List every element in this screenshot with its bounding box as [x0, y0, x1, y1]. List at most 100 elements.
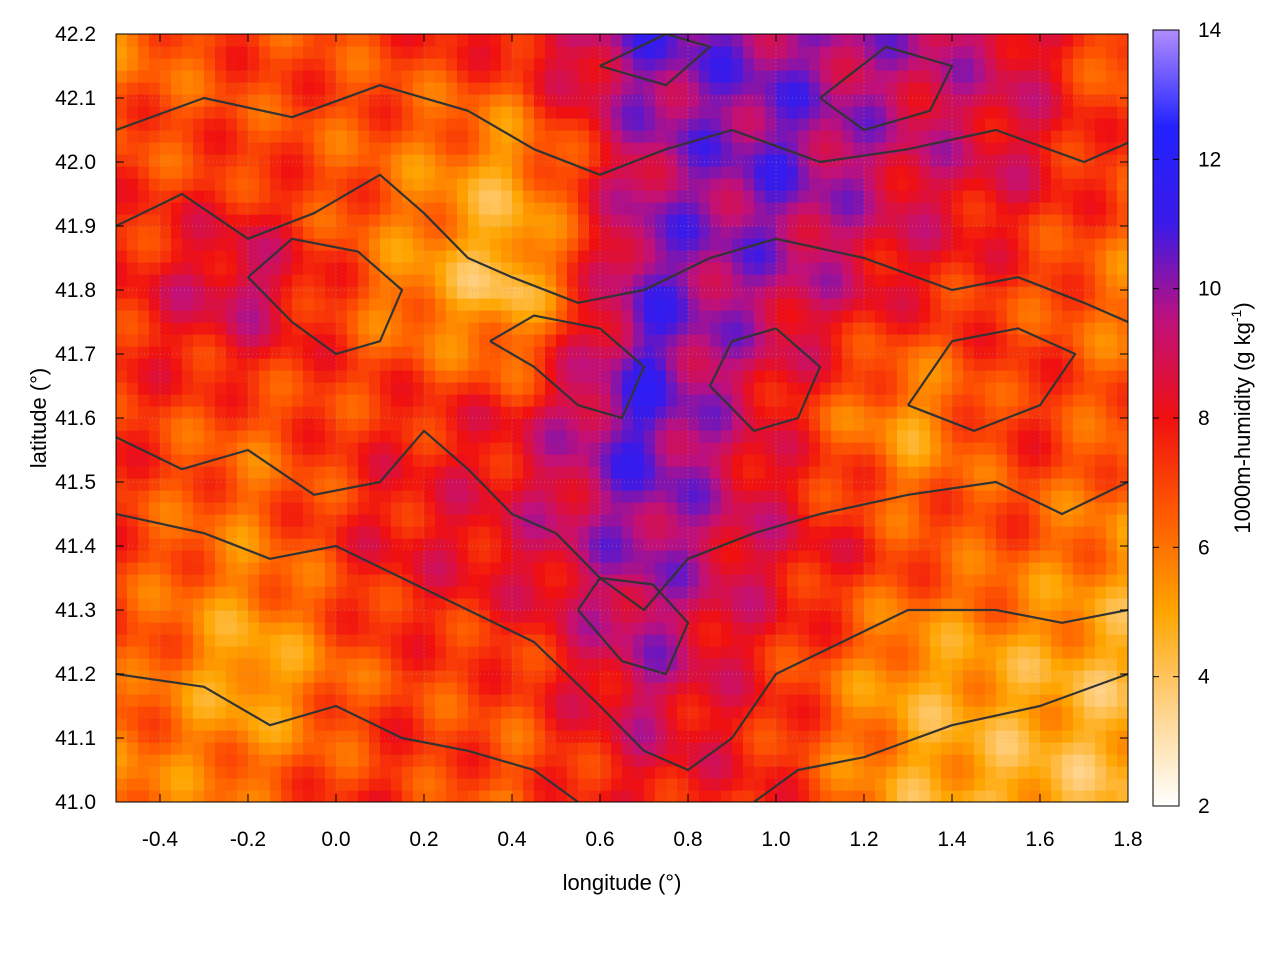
heatmap-cell: [204, 466, 216, 479]
heatmap-cell: [116, 154, 128, 167]
heatmap-cell: [292, 598, 304, 611]
heatmap-cell: [402, 754, 414, 767]
heatmap-cell: [292, 262, 304, 275]
heatmap-cell: [941, 682, 953, 695]
heatmap-cell: [886, 298, 898, 311]
heatmap-cell: [193, 682, 205, 695]
heatmap-cell: [578, 790, 590, 802]
heatmap-cell: [325, 598, 337, 611]
heatmap-cell: [589, 262, 601, 275]
heatmap-cell: [611, 586, 623, 599]
heatmap-cell: [358, 742, 370, 755]
heatmap-cell: [853, 478, 865, 491]
heatmap-cell: [237, 598, 249, 611]
heatmap-cell: [545, 778, 557, 791]
heatmap-cell: [534, 214, 546, 227]
heatmap-cell: [776, 226, 788, 239]
heatmap-cell: [116, 322, 128, 335]
heatmap-cell: [699, 202, 711, 215]
heatmap-cell: [1040, 646, 1052, 659]
heatmap-cell: [1095, 730, 1107, 743]
heatmap-cell: [710, 466, 722, 479]
heatmap-cell: [743, 622, 755, 635]
heatmap-cell: [941, 658, 953, 671]
heatmap-cell: [303, 562, 315, 575]
heatmap-cell: [556, 562, 568, 575]
heatmap-cell: [1084, 754, 1096, 767]
heatmap-cell: [996, 670, 1008, 683]
heatmap-cell: [941, 766, 953, 779]
heatmap-cell: [413, 550, 425, 563]
heatmap-cell: [644, 202, 656, 215]
heatmap-cell: [798, 646, 810, 659]
heatmap-cell: [336, 250, 348, 263]
heatmap-cell: [1018, 550, 1030, 563]
heatmap-cell: [842, 166, 854, 179]
heatmap-cell: [391, 430, 403, 443]
heatmap-cell: [369, 790, 381, 802]
heatmap-cell: [226, 490, 238, 503]
heatmap-cell: [479, 766, 491, 779]
heatmap-cell: [919, 562, 931, 575]
heatmap-cell: [468, 682, 480, 695]
heatmap-cell: [567, 238, 579, 251]
heatmap-cell: [996, 622, 1008, 635]
heatmap-cell: [1018, 502, 1030, 515]
heatmap-cell: [1007, 574, 1019, 587]
heatmap-cell: [1117, 442, 1128, 455]
heatmap-cell: [281, 178, 293, 191]
heatmap-cell: [655, 526, 667, 539]
heatmap-cell: [974, 382, 986, 395]
heatmap-cell: [391, 718, 403, 731]
heatmap-cell: [787, 406, 799, 419]
heatmap-cell: [644, 766, 656, 779]
heatmap-cell: [1029, 310, 1041, 323]
heatmap-cell: [369, 274, 381, 287]
heatmap-cell: [699, 166, 711, 179]
heatmap-cell: [424, 274, 436, 287]
heatmap-cell: [710, 478, 722, 491]
heatmap-cell: [270, 358, 282, 371]
heatmap-cell: [248, 202, 260, 215]
heatmap-cell: [809, 430, 821, 443]
heatmap-cell: [941, 274, 953, 287]
heatmap-cell: [963, 670, 975, 683]
heatmap-cell: [864, 754, 876, 767]
heatmap-cell: [787, 478, 799, 491]
heatmap-cell: [732, 490, 744, 503]
heatmap-cell: [226, 502, 238, 515]
heatmap-cell: [809, 382, 821, 395]
heatmap-cell: [743, 550, 755, 563]
heatmap-cell: [589, 298, 601, 311]
heatmap-cell: [358, 526, 370, 539]
heatmap-cell: [237, 754, 249, 767]
heatmap-cell: [314, 226, 326, 239]
heatmap-cell: [974, 502, 986, 515]
heatmap-cell: [215, 694, 227, 707]
heatmap-cell: [1029, 466, 1041, 479]
heatmap-cell: [490, 298, 502, 311]
heatmap-cell: [842, 370, 854, 383]
heatmap-cell: [402, 706, 414, 719]
heatmap-cell: [325, 430, 337, 443]
heatmap-cell: [897, 754, 909, 767]
heatmap-cell: [1106, 310, 1118, 323]
heatmap-cell: [314, 550, 326, 563]
heatmap-cell: [237, 346, 249, 359]
heatmap-cell: [842, 298, 854, 311]
heatmap-cell: [336, 766, 348, 779]
heatmap-cell: [512, 298, 524, 311]
heatmap-cell: [567, 622, 579, 635]
heatmap-cell: [325, 790, 337, 802]
heatmap-cell: [347, 562, 359, 575]
heatmap-cell: [930, 310, 942, 323]
heatmap-cell: [655, 154, 667, 167]
heatmap-cell: [204, 142, 216, 155]
heatmap-cell: [688, 610, 700, 623]
heatmap-cell: [567, 382, 579, 395]
heatmap-cell: [809, 310, 821, 323]
heatmap-cell: [226, 370, 238, 383]
heatmap-cell: [721, 490, 733, 503]
heatmap-cell: [842, 694, 854, 707]
heatmap-cell: [556, 718, 568, 731]
